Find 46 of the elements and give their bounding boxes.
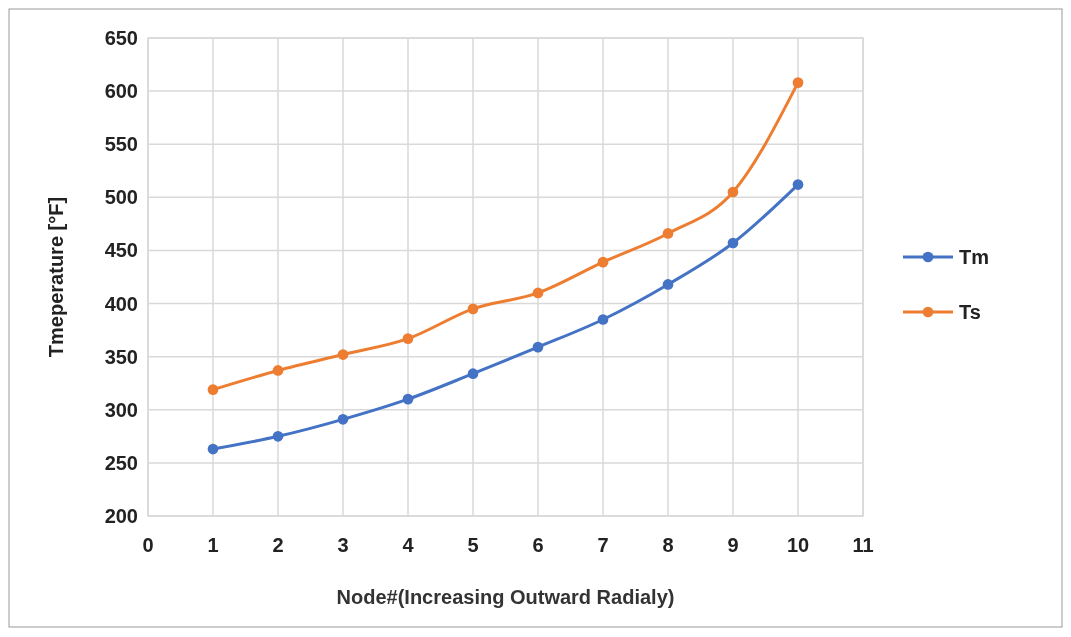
y-tick-label: 200 — [104, 505, 138, 527]
point — [792, 77, 804, 88]
y-tick-label: 450 — [104, 239, 138, 262]
point — [662, 279, 674, 290]
point — [207, 384, 219, 395]
point — [402, 393, 414, 405]
point — [467, 303, 479, 315]
x-tick-label: 9 — [727, 534, 739, 556]
point — [727, 237, 739, 249]
x-tick-label: 5 — [467, 534, 479, 556]
point — [272, 365, 284, 376]
y-tick-label: 550 — [104, 133, 138, 156]
point — [597, 256, 609, 268]
x-tick-label: 10 — [786, 534, 810, 556]
y-tick-label: 400 — [104, 292, 138, 315]
point — [727, 186, 739, 198]
point — [532, 341, 544, 353]
y-tick-label: 650 — [104, 27, 138, 49]
y-axis-title: Tmeperature [°F] — [45, 196, 67, 358]
point — [337, 349, 349, 360]
x-tick-label: 0 — [142, 534, 154, 556]
x-tick-label: 8 — [662, 534, 674, 556]
x-tick-label: 6 — [532, 534, 544, 556]
point — [662, 228, 674, 239]
y-tick-label: 500 — [104, 186, 138, 209]
point — [532, 287, 544, 299]
point — [272, 430, 284, 442]
y-tick-label: 250 — [104, 451, 138, 474]
x-tick-label: 11 — [852, 534, 874, 556]
point — [337, 414, 349, 425]
x-axis-title: Node#(Increasing Outward Radialy) — [336, 586, 675, 608]
legend-label: Tm — [959, 246, 989, 268]
point — [207, 443, 219, 455]
point — [467, 368, 479, 379]
x-tick-label: 4 — [402, 534, 415, 556]
point — [597, 314, 609, 325]
x-tick-label: 3 — [337, 534, 349, 556]
point — [792, 179, 804, 190]
legend-label: Ts — [959, 301, 981, 323]
y-tick-label: 350 — [104, 345, 138, 368]
y-tick-label: 300 — [104, 398, 138, 421]
x-tick-label: 2 — [272, 534, 284, 556]
x-tick-label: 7 — [597, 534, 609, 556]
point — [402, 333, 414, 344]
y-tick-label: 600 — [104, 80, 138, 103]
x-tick-label: 1 — [207, 534, 219, 556]
